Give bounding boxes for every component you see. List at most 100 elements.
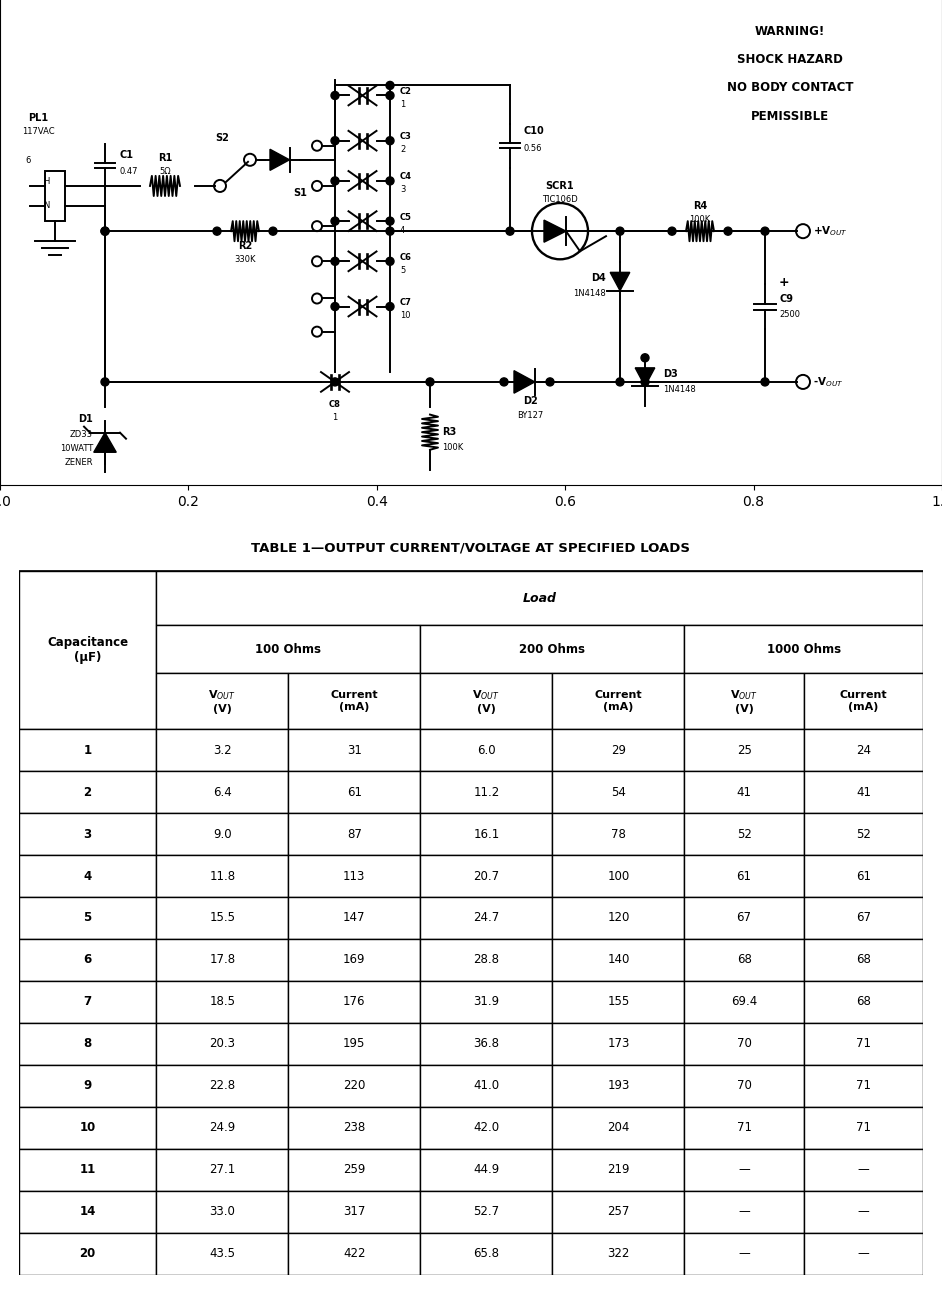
- Bar: [288, 771, 420, 813]
- Text: WARNING!: WARNING!: [755, 25, 825, 38]
- Circle shape: [386, 137, 394, 145]
- Text: R2: R2: [238, 241, 252, 251]
- Text: C5: C5: [400, 212, 412, 221]
- Bar: [420, 1149, 552, 1190]
- Text: 193: 193: [608, 1079, 629, 1092]
- Text: —: —: [739, 1205, 750, 1218]
- Circle shape: [668, 228, 676, 236]
- Circle shape: [331, 137, 339, 145]
- Bar: [288, 1190, 420, 1233]
- Bar: [552, 771, 685, 813]
- Text: 24: 24: [856, 744, 871, 757]
- Text: 20.7: 20.7: [473, 870, 499, 883]
- Bar: [288, 855, 420, 897]
- Bar: [288, 1106, 420, 1149]
- Text: 54: 54: [611, 785, 625, 798]
- Circle shape: [641, 353, 649, 362]
- Text: V$_{OUT}$
(V): V$_{OUT}$ (V): [730, 688, 758, 714]
- Text: V$_{OUT}$
(V): V$_{OUT}$ (V): [473, 688, 500, 714]
- Text: Current
(mA): Current (mA): [839, 691, 887, 712]
- Text: 28.8: 28.8: [474, 954, 499, 967]
- Circle shape: [386, 177, 394, 185]
- Bar: [288, 897, 420, 939]
- Bar: [804, 1190, 923, 1233]
- Bar: [420, 771, 552, 813]
- Bar: [19, 897, 156, 939]
- Text: S1: S1: [293, 188, 307, 198]
- Text: PL1: PL1: [28, 113, 48, 123]
- Text: 10WATT: 10WATT: [59, 444, 93, 453]
- Text: 41.0: 41.0: [473, 1079, 499, 1092]
- Bar: [19, 813, 156, 855]
- Text: 2: 2: [400, 145, 405, 154]
- Bar: [685, 1149, 804, 1190]
- Text: C8: C8: [329, 400, 341, 409]
- Text: 220: 220: [343, 1079, 365, 1092]
- Text: 3: 3: [400, 185, 405, 194]
- Text: 100K: 100K: [690, 215, 710, 224]
- Polygon shape: [610, 272, 630, 291]
- Bar: [19, 1233, 156, 1275]
- Bar: [804, 897, 923, 939]
- Circle shape: [269, 228, 277, 236]
- Bar: [156, 1106, 288, 1149]
- Text: 10: 10: [400, 311, 411, 320]
- Text: 78: 78: [611, 828, 625, 841]
- Text: —: —: [739, 1247, 750, 1260]
- Bar: [552, 673, 685, 730]
- Text: 65.8: 65.8: [474, 1247, 499, 1260]
- Text: SCR1: SCR1: [545, 181, 575, 192]
- Text: 22.8: 22.8: [209, 1079, 236, 1092]
- Text: —: —: [857, 1247, 869, 1260]
- Bar: [804, 1065, 923, 1106]
- Bar: [804, 1106, 923, 1149]
- Circle shape: [506, 228, 514, 236]
- Text: C4: C4: [400, 172, 412, 181]
- Circle shape: [616, 378, 624, 386]
- Text: 71: 71: [856, 1122, 871, 1135]
- Text: 1N4148: 1N4148: [663, 386, 696, 393]
- Bar: [420, 1190, 552, 1233]
- Text: 33.0: 33.0: [209, 1205, 236, 1218]
- Bar: [156, 1233, 288, 1275]
- Text: D3: D3: [663, 369, 677, 379]
- Text: 5: 5: [400, 265, 405, 274]
- Text: 61: 61: [347, 785, 362, 798]
- Text: 3.2: 3.2: [213, 744, 232, 757]
- Text: R4: R4: [693, 201, 707, 211]
- Bar: [19, 1022, 156, 1065]
- Text: 41: 41: [737, 785, 752, 798]
- Text: 257: 257: [608, 1205, 629, 1218]
- Text: 1: 1: [333, 413, 337, 422]
- Bar: [552, 1065, 685, 1106]
- Circle shape: [386, 217, 394, 225]
- Bar: [552, 939, 685, 981]
- Text: 11: 11: [79, 1163, 96, 1176]
- Circle shape: [616, 228, 624, 236]
- Text: 6: 6: [84, 954, 91, 967]
- Bar: [156, 813, 288, 855]
- Bar: [685, 1190, 804, 1233]
- Bar: [19, 1065, 156, 1106]
- Text: 14: 14: [79, 1205, 96, 1218]
- Text: 422: 422: [343, 1247, 365, 1260]
- Bar: [420, 1233, 552, 1275]
- Text: V$_{OUT}$
(V): V$_{OUT}$ (V): [208, 688, 236, 714]
- Bar: [288, 981, 420, 1022]
- Circle shape: [101, 378, 109, 386]
- Bar: [156, 1149, 288, 1190]
- Bar: [420, 981, 552, 1022]
- Text: 71: 71: [856, 1038, 871, 1051]
- Bar: [420, 730, 552, 771]
- Text: 24.7: 24.7: [473, 911, 499, 924]
- Bar: [685, 1022, 804, 1065]
- Text: 68: 68: [737, 954, 752, 967]
- Bar: [288, 813, 420, 855]
- Circle shape: [641, 378, 649, 386]
- Bar: [288, 939, 420, 981]
- Text: ZD33: ZD33: [70, 430, 93, 439]
- Bar: [420, 625, 685, 673]
- Text: 5Ω: 5Ω: [159, 167, 171, 176]
- Text: 0.47: 0.47: [119, 167, 138, 176]
- Bar: [552, 1149, 685, 1190]
